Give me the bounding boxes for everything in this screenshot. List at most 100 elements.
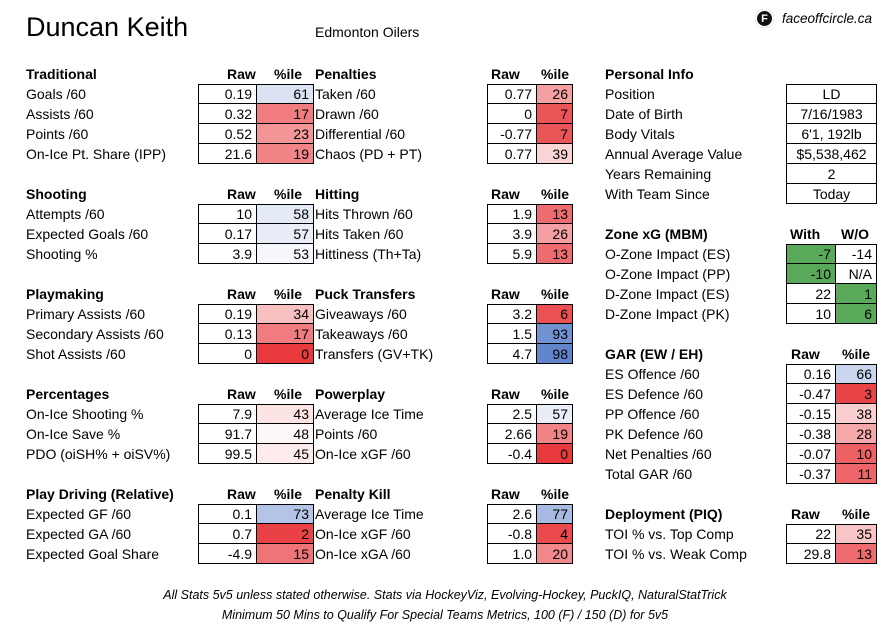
info-value: LD (786, 84, 877, 104)
raw-value: -0.07 (786, 444, 836, 464)
percentile-column-header: %ile (541, 486, 570, 502)
raw-value: 3.2 (487, 304, 537, 324)
stat-row: O-Zone Impact (PP) -10 N/A (605, 264, 877, 284)
stat-label: Drawn /60 (315, 106, 379, 122)
footer-note-sources: All Stats 5v5 unless stated otherwise. S… (163, 588, 727, 602)
percentile-value: 20 (536, 544, 573, 564)
site-brand: F faceoffcircle.ca (754, 9, 872, 28)
stat-label: Points /60 (26, 126, 89, 142)
stat-label: ES Offence /60 (605, 366, 700, 382)
stat-row: TOI % vs. Top Comp 22 35 (605, 524, 877, 544)
raw-value: 2.66 (487, 424, 537, 444)
stat-row: Taken /60 0.77 26 (315, 84, 573, 104)
without-column-header: W/O (841, 226, 869, 242)
percentile-value: 11 (835, 464, 877, 484)
section-header: Playmaking Raw %ile (26, 284, 302, 304)
percentile-value: 23 (256, 124, 314, 144)
section-mid-3: Powerplay Raw %ile Average Ice Time 2.5 57 Poi… (315, 384, 573, 464)
stat-row: On-Ice Shooting % 7.9 43 (26, 404, 314, 424)
info-value: 6'1, 192lb (786, 124, 877, 144)
info-value: 7/16/1983 (786, 104, 877, 124)
stat-label: Giveaways /60 (315, 306, 407, 322)
raw-value: -0.4 (487, 444, 537, 464)
stat-row: Points /60 2.66 19 (315, 424, 573, 444)
without-value: 6 (835, 304, 877, 324)
raw-column-header: Raw (491, 386, 520, 402)
percentile-value: 98 (536, 344, 573, 364)
percentile-column-header: %ile (541, 186, 570, 202)
section-title: Zone xG (MBM) (605, 226, 708, 242)
percentile-value: 26 (536, 224, 573, 244)
stat-row: Average Ice Time 2.6 77 (315, 504, 573, 524)
stat-row: Expected GF /60 0.1 73 (26, 504, 314, 524)
percentile-column-header: %ile (842, 506, 871, 522)
raw-value: -0.77 (487, 124, 537, 144)
info-value: $5,538,462 (786, 144, 877, 164)
section-title: Playmaking (26, 286, 104, 302)
stat-label: Chaos (PD + PT) (315, 146, 422, 162)
stat-label: On-Ice xGF /60 (315, 446, 411, 462)
section-header: Personal Info (605, 64, 877, 84)
raw-column-header: Raw (491, 286, 520, 302)
stat-row: Annual Average Value $5,538,462 (605, 144, 877, 164)
stat-label: Body Vitals (605, 126, 675, 142)
stat-row: Shooting % 3.9 53 (26, 244, 314, 264)
stat-label: Assists /60 (26, 106, 94, 122)
section-header: Penalties Raw %ile (315, 64, 573, 84)
raw-value: 0.1 (198, 504, 257, 524)
raw-value: 0.16 (786, 364, 836, 384)
raw-value: 3.9 (487, 224, 537, 244)
raw-column-header: Raw (791, 346, 820, 362)
stat-label: On-Ice Shooting % (26, 406, 144, 422)
stat-row: Differential /60 -0.77 7 (315, 124, 573, 144)
stat-row: Body Vitals 6'1, 192lb (605, 124, 877, 144)
section-left-2: Playmaking Raw %ile Primary Assists /60 0.19… (26, 284, 314, 364)
percentile-value: 6 (536, 304, 573, 324)
percentile-value: 17 (256, 324, 314, 344)
section-title: Penalty Kill (315, 486, 391, 502)
section-deploy: Deployment (PIQ) Raw %ile TOI % vs. Top Com… (605, 504, 877, 564)
percentile-value: 73 (256, 504, 314, 524)
percentile-value: 13 (835, 544, 877, 564)
stat-label: ES Defence /60 (605, 386, 704, 402)
stat-row: Hittiness (Th+Ta) 5.9 13 (315, 244, 573, 264)
raw-value: 99.5 (198, 444, 257, 464)
stat-row: PP Offence /60 -0.15 38 (605, 404, 877, 424)
section-header: GAR (EW / EH) Raw %ile (605, 344, 877, 364)
player-name: Duncan Keith (26, 12, 189, 42)
stat-label: Takeaways /60 (315, 326, 408, 342)
percentile-column-header: %ile (274, 66, 303, 82)
stat-row: O-Zone Impact (ES) -7 -14 (605, 244, 877, 264)
stat-label: Primary Assists /60 (26, 306, 146, 322)
percentile-value: 0 (536, 444, 573, 464)
raw-value: 2.6 (487, 504, 537, 524)
stat-label: Hits Thrown /60 (315, 206, 413, 222)
stat-row: ES Defence /60 -0.47 3 (605, 384, 877, 404)
raw-column-header: Raw (491, 486, 520, 502)
raw-value: 0.19 (198, 84, 257, 104)
stat-label: D-Zone Impact (PK) (605, 306, 730, 322)
percentile-value: 39 (536, 144, 573, 164)
percentile-column-header: %ile (541, 66, 570, 82)
raw-value: 0.52 (198, 124, 257, 144)
stat-row: On-Ice xGF /60 -0.8 4 (315, 524, 573, 544)
info-value: 2 (786, 164, 877, 184)
percentile-value: 34 (256, 304, 314, 324)
section-header: Shooting Raw %ile (26, 184, 302, 204)
stat-label: TOI % vs. Weak Comp (605, 546, 747, 562)
raw-value: 0 (487, 104, 537, 124)
raw-value: 29.8 (786, 544, 836, 564)
stat-label: Expected GF /60 (26, 506, 132, 522)
stat-label: O-Zone Impact (ES) (605, 246, 731, 262)
stat-label: Goals /60 (26, 86, 86, 102)
section-left-3: Percentages Raw %ile On-Ice Shooting % 7.9 43… (26, 384, 314, 464)
percentile-value: 0 (256, 344, 314, 364)
percentile-value: 35 (835, 524, 877, 544)
section-title: Traditional (26, 66, 97, 82)
raw-value: 0.77 (487, 84, 537, 104)
percentile-value: 48 (256, 424, 314, 444)
section-title: GAR (EW / EH) (605, 346, 703, 362)
stat-label: Taken /60 (315, 86, 376, 102)
stat-label: O-Zone Impact (PP) (605, 266, 731, 282)
percentile-column-header: %ile (274, 286, 303, 302)
